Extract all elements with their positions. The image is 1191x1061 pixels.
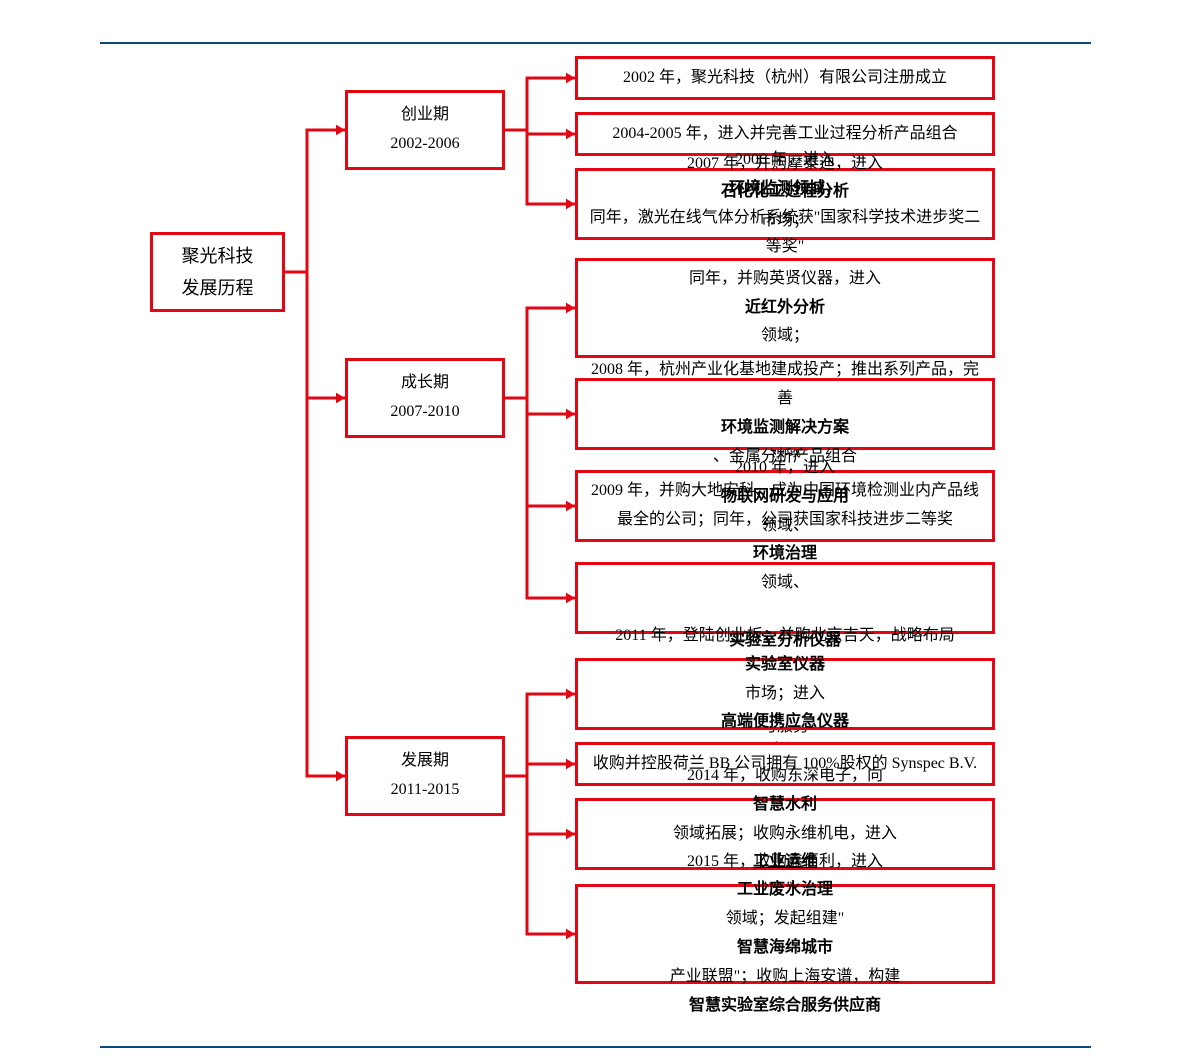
phase-period: 2002-2006 (390, 130, 459, 159)
phase-title: 成长期 (401, 369, 449, 398)
phase-1: 创业期2002-2006 (345, 90, 505, 170)
item-text: 2004-2005 年，进入并完善工业过程分析产品组合 (612, 120, 957, 149)
phase-period: 2011-2015 (391, 776, 460, 805)
phase-3: 发展期2011-2015 (345, 736, 505, 816)
diagram-page: 聚光科技发展历程创业期2002-20062002 年，聚光科技（杭州）有限公司注… (0, 0, 1191, 1061)
phase-title: 创业期 (401, 101, 449, 130)
p3-i4: 2015 年，收购鑫佰利，进入工业废水治理领域；发起组建"智慧海绵城市产业联盟"… (575, 884, 995, 984)
p3-i1: 2011 年，登陆创业板；并购北京吉天，战略布局实验室仪器市场；进入高端便携应急… (575, 658, 995, 730)
p2-i2: 2008 年，杭州产业化基地建成投产；推出系列产品，完善环境监测解决方案、金属分… (575, 378, 995, 450)
top-rule (100, 42, 1091, 44)
p2-i1: 2007 年，并购摩泰迪，进入石化化工过程分析市场；同年，并购英贤仪器，进入近红… (575, 258, 995, 358)
root-line: 聚光科技 (182, 240, 254, 272)
phase-period: 2007-2010 (390, 398, 459, 427)
phase-title: 发展期 (401, 747, 449, 776)
root-node: 聚光科技发展历程 (150, 232, 285, 312)
item-text: 2015 年，收购鑫佰利，进入工业废水治理领域；发起组建"智慧海绵城市产业联盟"… (670, 848, 901, 1021)
p1-i1: 2002 年，聚光科技（杭州）有限公司注册成立 (575, 56, 995, 100)
root-line: 发展历程 (182, 272, 254, 304)
bottom-rule (100, 1046, 1091, 1048)
item-text: 2002 年，聚光科技（杭州）有限公司注册成立 (623, 64, 947, 93)
phase-2: 成长期2007-2010 (345, 358, 505, 438)
